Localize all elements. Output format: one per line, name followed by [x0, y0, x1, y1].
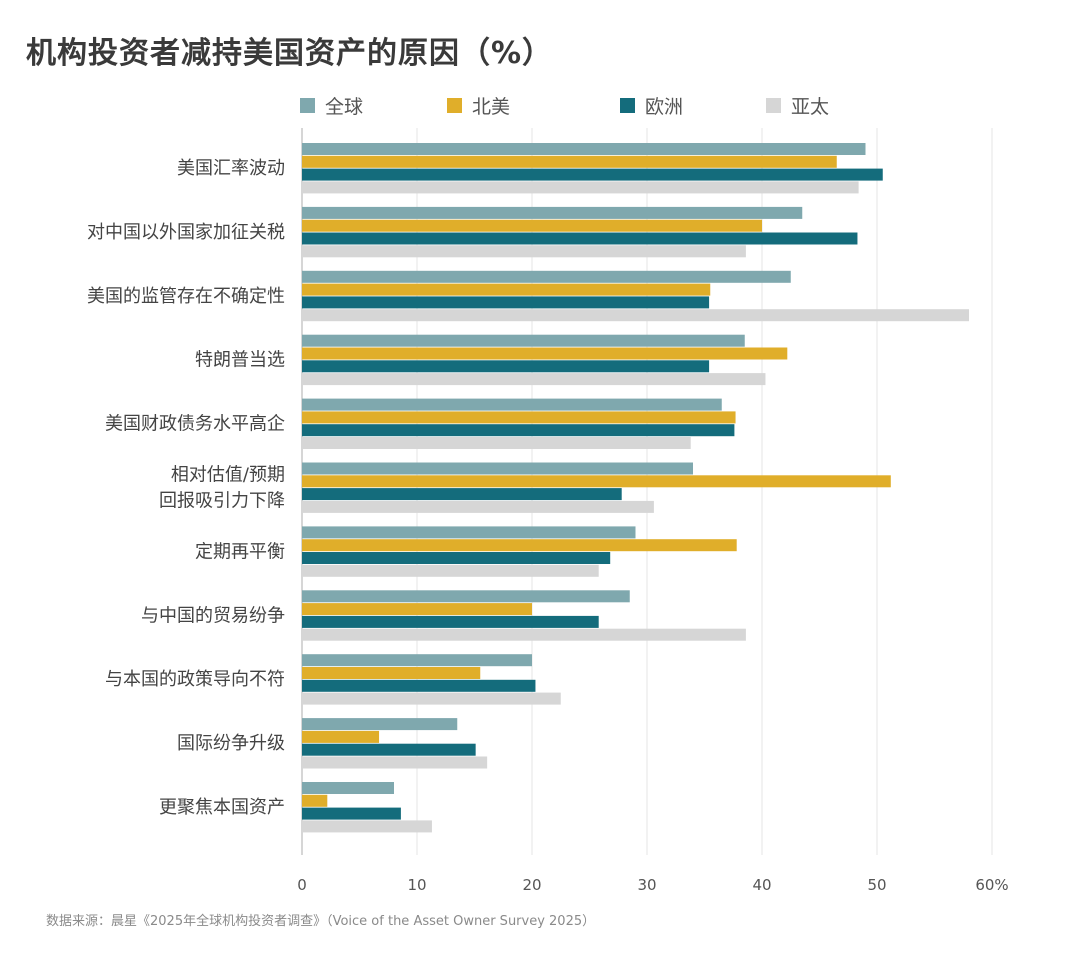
bar	[302, 718, 458, 731]
x-tick-label: 60%	[975, 876, 1008, 894]
bar	[302, 628, 746, 641]
x-tick-label: 20	[522, 876, 541, 894]
x-tick-label: 50	[867, 876, 886, 894]
x-tick-label: 0	[297, 876, 307, 894]
bar	[302, 334, 745, 347]
category-label: 美国的监管存在不确定性	[87, 286, 285, 307]
bar	[302, 730, 380, 743]
legend: 全球 北美 欧洲 亚太	[300, 92, 1020, 122]
legend-item: 欧洲	[620, 92, 683, 119]
category-label: 相对估值/预期回报吸引力下降	[159, 465, 285, 512]
legend-swatch	[447, 98, 462, 113]
bar	[302, 373, 766, 386]
legend-label: 欧洲	[645, 96, 684, 118]
category-label: 美国财政债务水平高企	[105, 414, 285, 435]
bar	[302, 143, 866, 155]
bar	[302, 462, 693, 475]
legend-item: 北美	[447, 92, 510, 119]
bar	[302, 615, 599, 628]
category-label: 国际纷争升级	[177, 733, 285, 754]
category-label: 定期再平衡	[195, 541, 285, 562]
legend-swatch	[620, 98, 635, 113]
category-label: 特朗普当选	[195, 350, 285, 371]
bar	[302, 398, 722, 411]
bar	[302, 488, 622, 501]
bar	[302, 807, 401, 820]
bar	[302, 411, 736, 424]
bar	[302, 181, 859, 194]
bar	[302, 245, 746, 258]
bar	[302, 347, 788, 360]
category-label: 美国汇率波动	[177, 158, 285, 179]
bar	[302, 475, 891, 488]
bar	[302, 692, 561, 705]
legend-label: 全球	[325, 96, 364, 118]
x-tick-label: 40	[752, 876, 771, 894]
bar	[302, 232, 858, 245]
bar	[302, 679, 536, 692]
bar	[302, 270, 791, 283]
bar-chart: 0 10 20 30 40 50 60% 美国汇率波动对中国以外国家加征关税美国的监管存在不确…	[87, 128, 1009, 894]
chart-title: 机构投资者减持美国资产的原因（%）	[26, 36, 554, 71]
bar	[302, 794, 328, 807]
category-label: 更聚焦本国资产	[159, 797, 285, 818]
bar	[302, 168, 883, 181]
category-label: 与中国的贸易纷争	[141, 605, 285, 626]
bar	[302, 756, 488, 769]
legend-item: 全球	[300, 92, 363, 119]
bar	[302, 206, 803, 219]
x-tick-label: 10	[407, 876, 426, 894]
bar	[302, 526, 636, 539]
bar	[302, 437, 691, 449]
bar	[302, 590, 630, 603]
bar	[302, 219, 762, 232]
bar	[302, 309, 969, 322]
bar	[302, 424, 735, 437]
bar	[302, 654, 532, 667]
bar	[302, 552, 611, 564]
legend-item: 亚太	[766, 92, 829, 119]
category-label: 对中国以外国家加征关税	[87, 222, 285, 243]
bar	[302, 667, 481, 679]
legend-label: 亚太	[791, 96, 830, 118]
x-tick-label: 30	[637, 876, 656, 894]
category-label: 与本国的政策导向不符	[105, 669, 285, 690]
bar	[302, 564, 599, 577]
legend-swatch	[766, 98, 781, 113]
bar	[302, 603, 532, 616]
legend-swatch	[300, 98, 315, 113]
bar	[302, 283, 711, 296]
bar	[302, 296, 710, 309]
legend-label: 北美	[472, 96, 511, 118]
bar	[302, 360, 710, 373]
bar	[302, 820, 432, 833]
bar	[302, 782, 394, 794]
bar	[302, 539, 737, 552]
source-note: 数据来源：晨星《2025年全球机构投资者调查》（Voice of the Ass…	[46, 914, 596, 929]
bar	[302, 155, 837, 168]
bar	[302, 500, 654, 513]
bar	[302, 743, 476, 756]
